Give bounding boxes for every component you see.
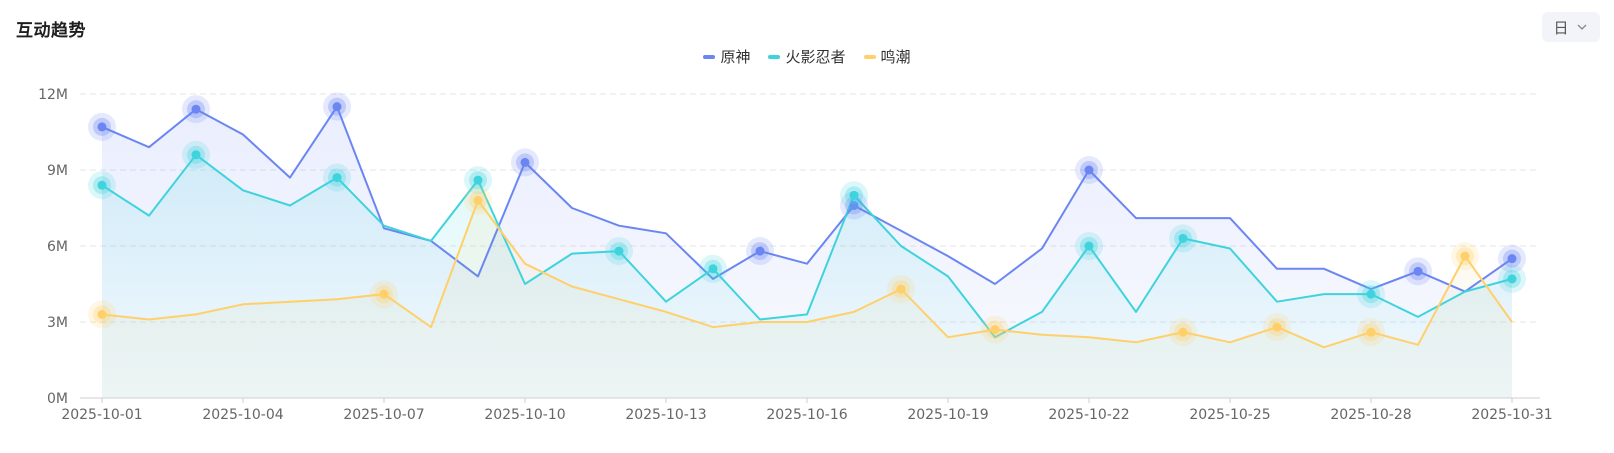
- x-tick-label: 2025-10-07: [343, 407, 424, 423]
- point-dot: [896, 284, 906, 294]
- y-tick-label: 3M: [47, 315, 68, 331]
- legend-swatch-wuthering-waves: [863, 54, 876, 59]
- point-dot: [1084, 165, 1094, 175]
- chart-legend: 原神 火影忍者 鸣潮: [0, 46, 1614, 67]
- x-tick-label: 2025-10-01: [61, 407, 142, 423]
- point-genshin: [511, 148, 539, 177]
- legend-item-naruto[interactable]: 火影忍者: [768, 46, 846, 67]
- point-dot: [1366, 289, 1376, 299]
- point-dot: [1413, 266, 1423, 276]
- x-tick-label: 2025-10-04: [202, 407, 283, 423]
- legend-label-wuthering-waves: 鸣潮: [880, 48, 911, 66]
- point-dot: [473, 175, 483, 185]
- point-dot: [191, 150, 201, 160]
- legend-label-naruto: 火影忍者: [785, 48, 846, 66]
- point-dot: [1366, 327, 1376, 337]
- point-naruto: [840, 181, 868, 210]
- period-select[interactable]: 日: [1542, 12, 1600, 42]
- point-naruto: [699, 254, 727, 283]
- point-genshin: [840, 191, 868, 220]
- point-naruto: [1357, 280, 1385, 309]
- point-naruto: [1169, 224, 1197, 253]
- point-dot: [614, 246, 624, 256]
- point-genshin: [1404, 257, 1432, 286]
- point-dot: [379, 289, 389, 299]
- point-dot: [520, 157, 530, 167]
- point-wuthering-waves: [1357, 318, 1385, 347]
- legend-swatch-naruto: [768, 54, 781, 59]
- point-dot: [755, 246, 765, 256]
- point-dot: [97, 180, 107, 190]
- point-dot: [332, 102, 342, 112]
- y-tick-label: 12M: [38, 87, 68, 103]
- point-dot: [473, 195, 483, 205]
- period-select-value: 日: [1553, 18, 1569, 37]
- axes: 0M 3M 6M 9M 12M 2025-10-01 2025-10-04 2025-10-0…: [38, 87, 1553, 423]
- series-points: [88, 92, 1526, 347]
- point-genshin: [1498, 244, 1526, 273]
- point-genshin: [1075, 156, 1103, 184]
- x-tick-label: 2025-10-31: [1471, 407, 1552, 423]
- x-tick-label: 2025-10-16: [766, 407, 847, 423]
- series-areas: [102, 106, 1512, 398]
- x-tick-label: 2025-10-28: [1330, 407, 1411, 423]
- point-dot: [708, 264, 718, 274]
- point-dot: [849, 200, 859, 210]
- point-dot: [97, 122, 107, 132]
- point-wuthering-waves: [464, 186, 492, 215]
- y-tick-label: 0M: [47, 391, 68, 407]
- area-wuthering-waves: [102, 200, 1512, 398]
- point-dot: [1507, 274, 1517, 284]
- point-wuthering-waves: [887, 275, 915, 304]
- y-tick-label: 6M: [47, 239, 68, 255]
- point-naruto: [1498, 264, 1526, 293]
- point-dot: [1178, 327, 1188, 337]
- point-dot: [191, 104, 201, 114]
- point-wuthering-waves: [1169, 318, 1197, 347]
- point-dot: [1460, 251, 1470, 261]
- point-naruto: [323, 163, 351, 192]
- x-tick-label: 2025-10-13: [625, 407, 706, 423]
- point-naruto: [88, 171, 116, 200]
- point-genshin: [323, 92, 351, 121]
- point-naruto: [182, 140, 210, 169]
- x-tick-label: 2025-10-10: [484, 407, 565, 423]
- point-naruto: [464, 166, 492, 195]
- point-wuthering-waves: [981, 315, 1009, 344]
- point-dot: [849, 190, 859, 200]
- point-dot: [990, 325, 1000, 335]
- point-naruto: [605, 237, 633, 266]
- legend-item-wuthering-waves[interactable]: 鸣潮: [863, 46, 911, 67]
- point-genshin: [746, 237, 774, 266]
- x-tick-label: 2025-10-22: [1048, 407, 1129, 423]
- x-tick-label: 2025-10-19: [907, 407, 988, 423]
- point-dot: [1084, 241, 1094, 251]
- point-wuthering-waves: [88, 300, 116, 329]
- y-tick-label: 9M: [47, 163, 68, 179]
- point-dot: [332, 173, 342, 183]
- legend-item-genshin[interactable]: 原神: [703, 46, 750, 67]
- point-dot: [1272, 322, 1282, 332]
- legend-label-genshin: 原神: [720, 48, 751, 66]
- point-dot: [97, 309, 107, 319]
- x-tick-label: 2025-10-25: [1189, 407, 1270, 423]
- point-wuthering-waves: [1451, 242, 1479, 271]
- point-genshin: [182, 95, 210, 124]
- point-naruto: [1075, 232, 1103, 260]
- point-genshin: [88, 112, 116, 141]
- point-dot: [1507, 254, 1517, 264]
- point-dot: [1178, 233, 1188, 243]
- chevron-down-icon: [1575, 20, 1589, 34]
- legend-swatch-genshin: [703, 54, 716, 59]
- point-wuthering-waves: [1263, 313, 1291, 342]
- page-title: 互动趋势: [16, 21, 86, 41]
- point-wuthering-waves: [370, 280, 398, 309]
